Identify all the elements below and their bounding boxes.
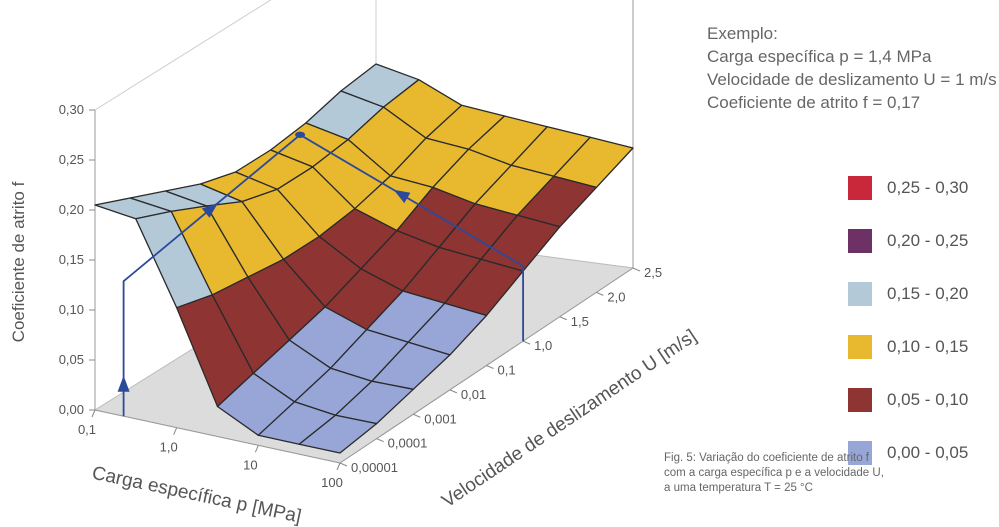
example-arrow — [201, 202, 218, 218]
legend-swatch — [848, 335, 872, 359]
legend-swatch — [848, 229, 872, 253]
y-tick-label: 1,0 — [534, 338, 552, 353]
z-tick-label: 0,15 — [59, 252, 84, 267]
legend-swatch — [848, 282, 872, 306]
z-tick-label: 0,10 — [59, 302, 84, 317]
example-load: Carga específica p = 1,4 MPa — [707, 47, 932, 66]
y-tick-mark — [522, 340, 531, 345]
legend-label: 0,15 - 0,20 — [887, 284, 969, 303]
example-point-marker — [295, 131, 306, 138]
y-tick-label: 0,001 — [424, 411, 457, 426]
x-tick-mark — [173, 427, 178, 435]
legend-label: 0,05 - 0,10 — [887, 390, 969, 409]
x-tick-label: 1,0 — [160, 440, 178, 455]
back-edge — [94, 0, 272, 111]
y-tick-label: 0,01 — [461, 387, 486, 402]
legend-label: 0,10 - 0,15 — [887, 337, 969, 356]
example-note: Exemplo: Carga específica p = 1,4 MPa Ve… — [707, 22, 999, 114]
y-tick-label: 1,5 — [571, 314, 589, 329]
legend-label: 0,20 - 0,25 — [887, 231, 969, 250]
y-tick-mark — [376, 438, 384, 443]
x-tick-label: 100 — [321, 475, 343, 490]
legend-swatch — [848, 388, 872, 412]
y-tick-mark — [449, 389, 458, 394]
legend-item: 0,00 - 0,05 — [848, 441, 968, 465]
legend-swatch — [848, 176, 872, 200]
x-axis-title: Carga específica p [MPa] — [90, 463, 303, 527]
y-tick-mark — [339, 462, 348, 467]
example-arrow — [117, 375, 130, 392]
example-path-velocity — [299, 134, 524, 342]
legend-label: 0,00 - 0,05 — [887, 443, 969, 462]
example-velocity: Velocidade de deslizamento U = 1 m/s — [707, 70, 997, 89]
y-tick-label: 2,0 — [607, 289, 625, 304]
z-axis-title: Coeficiente de atrito f — [9, 181, 28, 342]
z-tick-label: 0,30 — [59, 102, 84, 117]
z-tick-label: 0,05 — [59, 352, 84, 367]
legend-item: 0,05 - 0,10 — [848, 388, 968, 412]
y-tick-mark — [596, 291, 604, 296]
y-tick-mark — [559, 316, 567, 321]
legend-item: 0,15 - 0,20 — [848, 282, 968, 306]
legend-swatch — [848, 441, 872, 465]
legend-item: 0,25 - 0,30 — [848, 176, 968, 200]
z-tick-label: 0,20 — [59, 202, 84, 217]
y-tick-mark — [632, 267, 641, 272]
example-path-load — [122, 134, 301, 417]
x-axis-line — [94, 409, 341, 464]
legend-item: 0,10 - 0,15 — [848, 335, 968, 359]
x-tick-mark — [254, 445, 259, 453]
y-tick-mark — [413, 413, 421, 418]
caption-line: a uma temperatura T = 25 °C — [664, 482, 813, 494]
x-tick-label: 10 — [243, 457, 257, 472]
legend-label: 0,25 - 0,30 — [887, 178, 969, 197]
caption-line: Fig. 5: Variação do coeficiente de atrit… — [664, 452, 869, 464]
example-arrow — [393, 189, 411, 204]
y-tick-label: 0,0001 — [388, 436, 428, 451]
y-tick-mark — [486, 365, 494, 369]
figure-caption: Fig. 5: Variação do coeficiente de atrit… — [664, 451, 884, 496]
y-tick-label: 0,1 — [498, 363, 516, 378]
example-heading: Exemplo: — [707, 24, 778, 43]
caption-line: com a carga específica p e a velocidade … — [664, 467, 884, 479]
x-tick-label: 0,1 — [78, 422, 96, 437]
surface-cell — [298, 414, 378, 454]
y-tick-label: 2,5 — [644, 265, 662, 280]
x-tick-mark — [336, 462, 341, 471]
z-tick-label: 0,00 — [59, 402, 84, 417]
x-tick-mark — [91, 409, 96, 418]
y-tick-label: 0,00001 — [351, 460, 398, 475]
legend-item: 0,20 - 0,25 — [848, 229, 968, 253]
example-friction: Coeficiente de atrito f = 0,17 — [707, 93, 921, 112]
z-tick-label: 0,25 — [59, 152, 84, 167]
